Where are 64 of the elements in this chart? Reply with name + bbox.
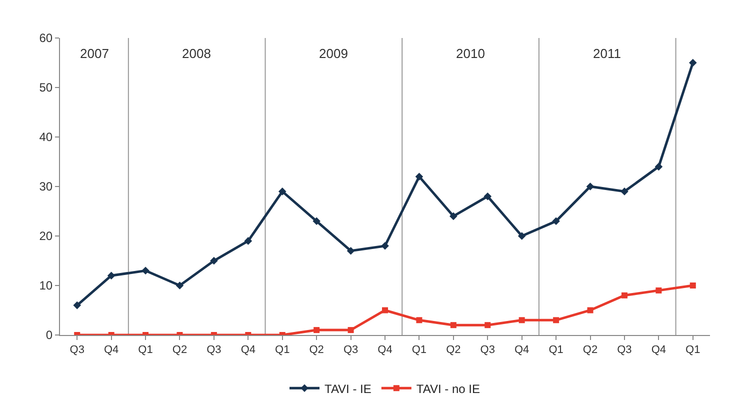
- point: [107, 272, 116, 280]
- x-tick-label: Q2: [172, 344, 188, 356]
- point: [314, 327, 320, 334]
- legend-label: TAVI - IE: [324, 382, 372, 396]
- annotation: 2010: [456, 46, 485, 61]
- point: [416, 317, 422, 324]
- point: [484, 322, 491, 328]
- annotation: 2011: [593, 46, 621, 61]
- x-tick-label: Q4: [104, 344, 119, 356]
- annotation: 2009: [319, 46, 348, 61]
- point: [278, 188, 286, 196]
- y-tick-label: 30: [39, 180, 53, 194]
- point: [587, 307, 594, 314]
- point: [244, 237, 252, 245]
- point: [176, 282, 184, 290]
- x-tick-label: Q2: [446, 344, 461, 356]
- point: [484, 192, 492, 200]
- x-tick-label: Q1: [548, 344, 564, 356]
- point: [518, 317, 525, 324]
- point: [620, 188, 628, 196]
- x-tick-label: Q4: [378, 344, 392, 356]
- x-tick-label: Q3: [343, 344, 358, 356]
- point: [656, 287, 662, 294]
- point: [621, 292, 628, 298]
- point: [450, 322, 456, 328]
- x-tick-label: Q3: [480, 344, 495, 356]
- x-tick-label: Q4: [651, 344, 666, 356]
- point: [450, 212, 458, 220]
- x-tick-label: Q1: [275, 344, 290, 356]
- point: [415, 172, 424, 180]
- y-tick-label: 60: [39, 31, 53, 46]
- point: [654, 162, 663, 171]
- x-tick-label: Q1: [686, 344, 700, 356]
- x-tick-label: Q3: [70, 344, 84, 356]
- x-tick-label: Q3: [206, 344, 222, 356]
- point: [553, 317, 560, 324]
- y-tick-label: 10: [39, 278, 53, 293]
- point: [690, 282, 696, 288]
- x-tick-label: Q4: [240, 344, 256, 356]
- x-tick-label: Q1: [412, 344, 427, 356]
- y-tick-label: 0: [46, 328, 53, 342]
- point: [381, 242, 389, 250]
- point: [312, 217, 320, 226]
- y-tick-label: 50: [39, 80, 53, 95]
- y-tick-label: 20: [39, 229, 53, 244]
- point: [73, 301, 82, 310]
- point: [142, 266, 150, 275]
- point: [348, 327, 354, 334]
- x-tick-label: Q4: [514, 344, 530, 356]
- point: [518, 232, 526, 240]
- annotation: 2007: [80, 46, 109, 61]
- point: [210, 256, 218, 265]
- point: [346, 246, 355, 255]
- legend-label: TAVI - no IE: [416, 382, 480, 396]
- point: [586, 182, 594, 190]
- point: [382, 307, 388, 314]
- x-tick-label: Q3: [617, 344, 632, 356]
- x-tick-label: Q2: [582, 344, 598, 356]
- point: [552, 217, 560, 226]
- y-tick-label: 40: [39, 130, 53, 144]
- point: [688, 58, 697, 67]
- x-tick-label: Q2: [309, 344, 324, 356]
- annotation: 2008: [182, 46, 211, 61]
- x-tick-label: Q1: [138, 344, 153, 356]
